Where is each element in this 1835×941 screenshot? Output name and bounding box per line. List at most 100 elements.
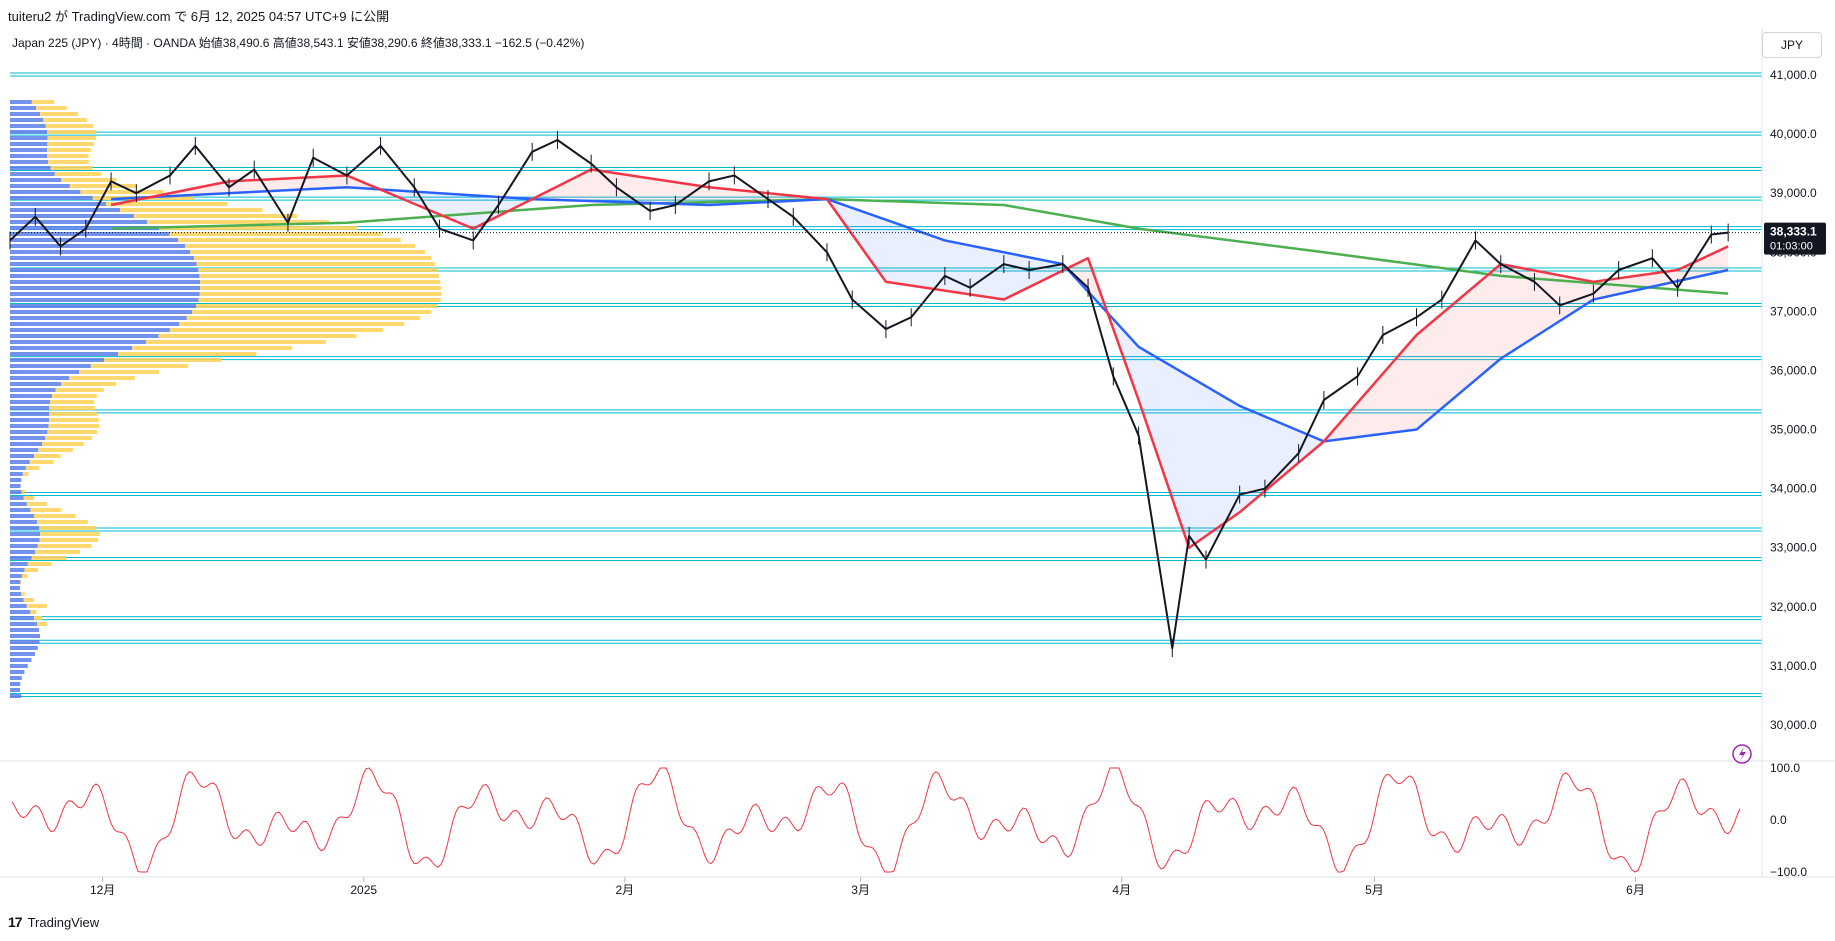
volume-bar	[10, 106, 37, 110]
volume-bar	[10, 286, 201, 290]
cloud-segment	[860, 210, 870, 259]
cloud-segment	[970, 245, 979, 296]
cloud-segment	[1719, 246, 1729, 272]
volume-bar	[10, 130, 48, 134]
tradingview-brand[interactable]: 17 TradingView	[8, 914, 99, 930]
cloud-segment	[473, 195, 482, 229]
volume-bar	[133, 214, 297, 218]
volume-bar	[45, 124, 94, 128]
volume-bar	[10, 196, 93, 200]
volume-bar	[10, 244, 185, 248]
cloud-segment	[1365, 383, 1375, 436]
volume-bar	[10, 166, 51, 170]
cloud-segment	[944, 240, 954, 292]
cloud-segment	[1172, 366, 1181, 524]
volume-bar	[48, 160, 89, 164]
price-series	[9, 131, 1762, 658]
volume-bar	[33, 616, 43, 620]
cloud-segment	[1450, 299, 1459, 402]
volume-bar	[10, 658, 32, 662]
volume-bar	[47, 130, 97, 134]
price-tick-label: 30,000.0	[1770, 718, 1817, 732]
volume-bar	[10, 172, 55, 176]
volume-bar	[21, 574, 28, 578]
price-tag-value: 38,333.1	[1770, 225, 1817, 239]
cloud-segment	[237, 180, 246, 193]
volume-bar	[10, 268, 199, 272]
cloud-segment	[843, 205, 853, 235]
volume-bar	[145, 340, 326, 344]
lightning-icon[interactable]	[1732, 744, 1752, 764]
volume-bar	[47, 136, 97, 140]
volume-bar	[10, 424, 49, 428]
volume-bar	[199, 274, 439, 278]
cloud-segment	[355, 179, 364, 189]
volume-bar	[38, 448, 73, 452]
cloud-segment	[1130, 337, 1139, 400]
cloud-segment	[919, 231, 929, 289]
support-resistance-levels	[10, 72, 1762, 697]
cloud-segment	[1391, 354, 1400, 433]
cloud-segment	[245, 180, 255, 193]
volume-bar	[10, 562, 28, 566]
volume-bar	[10, 418, 50, 422]
volume-bar	[10, 256, 194, 260]
volume-bar	[10, 670, 25, 674]
volume-bar	[10, 352, 119, 356]
cloud-segment	[1340, 412, 1350, 440]
volume-bar	[10, 538, 40, 542]
cloud-segment	[397, 190, 406, 201]
volume-bar	[45, 436, 93, 440]
cloud-segment	[1399, 344, 1409, 432]
volume-bar	[10, 688, 21, 692]
cloud-segment	[271, 178, 280, 192]
volume-bar	[49, 412, 97, 416]
volume-bar	[34, 454, 61, 458]
volume-bar	[118, 352, 257, 356]
volume-bar	[200, 280, 441, 284]
cloud-segment	[1433, 313, 1442, 416]
volume-bar	[196, 262, 436, 266]
cloud-segment	[616, 173, 625, 203]
price-tag-countdown: 01:03:00	[1770, 241, 1813, 253]
osc-tick-label: −100.0	[1770, 865, 1807, 879]
volume-bar	[10, 316, 187, 320]
volume-bar	[10, 466, 26, 470]
volume-bar	[49, 406, 95, 410]
cloud-segment	[1475, 278, 1484, 380]
cloud-segment	[254, 179, 263, 192]
volume-bar	[198, 298, 441, 302]
cloud-segment	[1231, 400, 1240, 519]
cloud-segment	[456, 194, 465, 226]
volume-bar	[10, 388, 56, 392]
cloud-segment	[666, 180, 676, 204]
cloud-segment	[953, 242, 962, 294]
volume-bar	[190, 250, 425, 254]
time-axis[interactable]: 12月 2025 2月 3月 4月 5月 6月	[90, 877, 1645, 897]
volume-bar	[10, 514, 34, 518]
volume-bar	[39, 538, 99, 542]
volume-bar	[61, 178, 117, 182]
volume-bar	[10, 478, 22, 482]
cloud-segment	[607, 172, 617, 202]
brand-name: TradingView	[27, 914, 100, 930]
volume-bar	[51, 394, 97, 398]
date-label: 4月	[1112, 883, 1131, 897]
volume-bar	[10, 214, 134, 218]
volume-bar	[10, 460, 30, 464]
volume-bar	[10, 520, 37, 524]
cloud-segment	[1121, 328, 1131, 377]
volume-bar	[47, 154, 89, 158]
ma-cloud-fill	[111, 169, 1729, 548]
volume-bar	[10, 610, 31, 614]
volume-bar	[47, 142, 94, 146]
cloud-segment	[1652, 272, 1661, 287]
currency-button[interactable]: JPY	[1762, 32, 1822, 58]
price-axis[interactable]: 41,000.040,000.039,000.038,000.037,000.0…	[0, 28, 1835, 879]
cloud-segment	[902, 225, 912, 286]
volume-bar	[10, 382, 62, 386]
volume-bar	[10, 322, 180, 326]
cloud-segment	[431, 192, 440, 215]
cloud-segment	[650, 178, 659, 204]
